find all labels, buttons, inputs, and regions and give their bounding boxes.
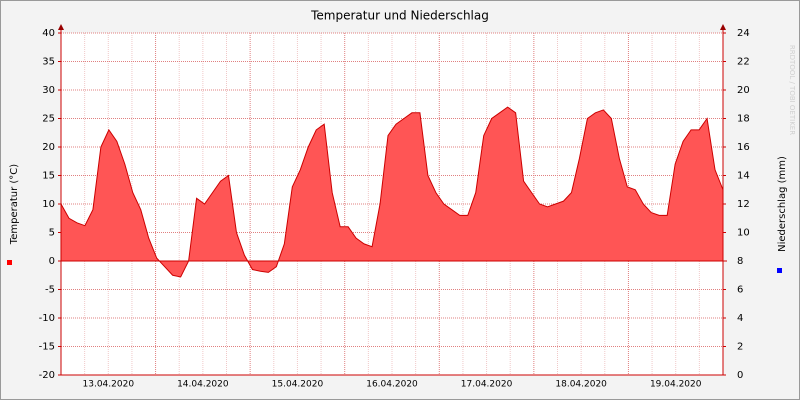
y-tick-label: 0: [49, 256, 55, 267]
x-tick-label: 19.04.2020: [650, 380, 702, 390]
y-tick-label: -20: [39, 370, 55, 381]
x-tick-label: 16.04.2020: [366, 380, 418, 390]
x-tick-label: 18.04.2020: [555, 380, 607, 390]
y-tick-label: -10: [39, 313, 55, 324]
y2-tick-label: 12: [737, 199, 750, 210]
arrow: [720, 24, 726, 30]
y-tick-label: 30: [42, 85, 55, 96]
area-line: [60, 106, 724, 278]
y-tick-label: 20: [42, 142, 55, 153]
y2-axis-label: Niederschlag (mm): [777, 156, 788, 252]
y2-tick-label: 8: [737, 256, 743, 267]
y2-tick-label: 20: [737, 85, 750, 96]
y2-tick-label: 10: [737, 228, 750, 239]
y-axis-label: Temperatur (°C): [9, 164, 20, 245]
chart-title: Temperatur und Niederschlag: [310, 9, 489, 23]
watermark: RRDTOOL / TOBI OETIKER: [788, 45, 796, 135]
x-tick-label: 15.04.2020: [272, 380, 324, 390]
y-tick-label: 35: [42, 57, 55, 68]
y2-tick-label: 6: [737, 285, 743, 296]
y2-tick-label: 2: [737, 342, 743, 353]
y-tick-label: 10: [42, 199, 55, 210]
y-tick-label: -5: [45, 285, 55, 296]
x-tick-label: 13.04.2020: [83, 380, 135, 390]
y-tick-label: 15: [42, 171, 55, 182]
x-tick-label: 14.04.2020: [177, 380, 229, 390]
arrow: [58, 24, 64, 30]
y2-tick-label: 0: [737, 370, 743, 381]
y-legend-marker: [7, 260, 12, 265]
y-tick-label: -15: [39, 342, 55, 353]
y2-tick-label: 16: [737, 142, 750, 153]
y2-tick-label: 22: [737, 57, 750, 68]
y2-tick-label: 14: [737, 171, 750, 182]
x-tick-label: 17.04.2020: [461, 380, 513, 390]
y-tick-label: 5: [49, 228, 55, 239]
y-tick-label: 40: [42, 28, 55, 39]
y2-tick-label: 4: [737, 313, 743, 324]
area: [61, 107, 723, 277]
y2-tick-label: 24: [737, 28, 750, 39]
y2-tick-label: 18: [737, 114, 750, 125]
y-tick-label: 25: [42, 114, 55, 125]
y2-legend-marker: [777, 268, 782, 273]
